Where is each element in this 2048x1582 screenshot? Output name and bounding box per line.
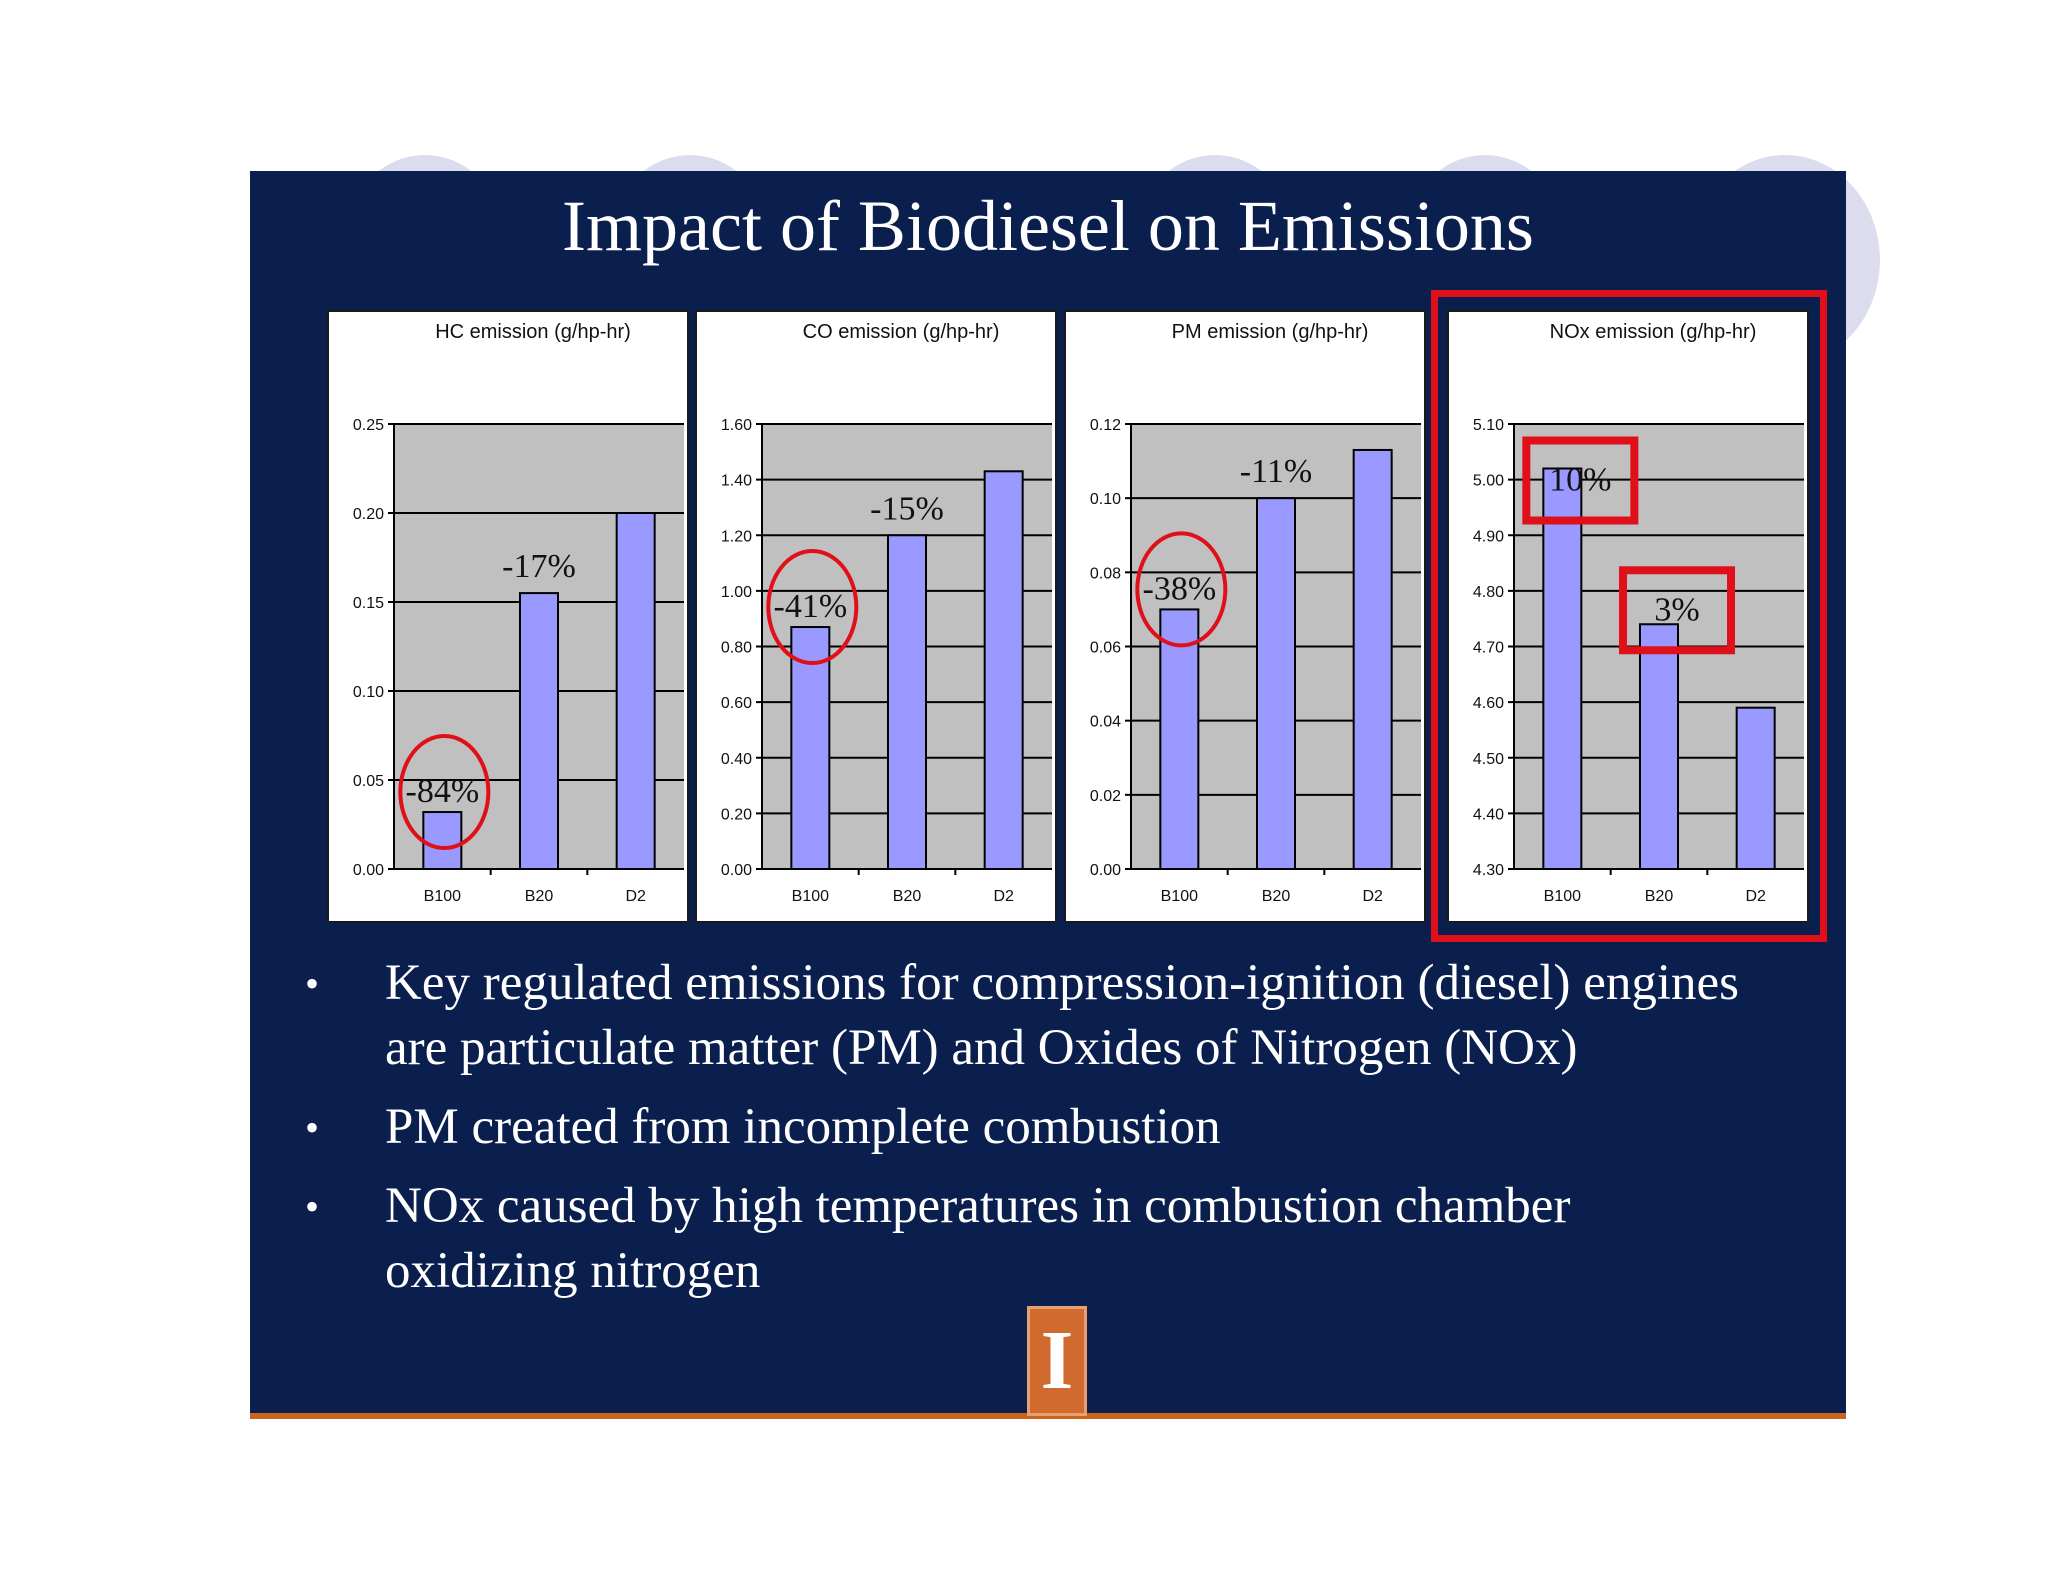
chart-title: NOx emission (g/hp-hr) xyxy=(1550,321,1757,343)
y-tick-label: 1.20 xyxy=(721,528,752,545)
y-tick-label: 0.06 xyxy=(1090,640,1121,657)
footer-line xyxy=(250,1413,1846,1419)
annotation-label: -11% xyxy=(1240,453,1312,490)
bullet-text: PM created from incomplete combustion xyxy=(385,1099,1221,1155)
y-tick-label: 4.30 xyxy=(1473,862,1504,879)
y-tick-label: 1.00 xyxy=(721,584,752,601)
y-tick-label: 5.00 xyxy=(1473,473,1504,490)
annotation-circle xyxy=(398,734,491,851)
y-tick-label: 4.40 xyxy=(1473,806,1504,823)
x-tick-label: B20 xyxy=(1262,888,1291,905)
hc-chart-panel: HC emission (g/hp-hr) 0.00 0.05 0.10 0.15 0.2… xyxy=(327,310,689,923)
y-tick-label: 0.00 xyxy=(1090,862,1121,879)
x-tick-label: B20 xyxy=(1645,888,1674,905)
bar xyxy=(1542,467,1583,870)
slide-title: Impact of Biodiesel on Emissions xyxy=(562,186,1534,266)
y-tick-label: 0.40 xyxy=(721,751,752,768)
y-tick-label: 4.60 xyxy=(1473,695,1504,712)
x-tick-label: D2 xyxy=(625,888,646,905)
y-tick-label: 4.70 xyxy=(1473,640,1504,657)
annotation-label: -38% xyxy=(1143,570,1217,607)
bar xyxy=(422,811,463,871)
y-tick-label: 0.12 xyxy=(1090,417,1121,434)
bar xyxy=(983,470,1024,870)
bar xyxy=(790,626,831,870)
annotation-label: 3% xyxy=(1654,591,1699,628)
bullet-mark: • xyxy=(305,1184,320,1229)
pm-chart: PM emission (g/hp-hr) 0.00 0.02 0.04 0.06 0.0… xyxy=(1090,321,1421,905)
bar xyxy=(887,534,927,870)
annotation-circle xyxy=(766,549,859,666)
y-tick-label: 0.00 xyxy=(721,862,752,879)
bar xyxy=(1639,623,1679,870)
y-tick-label: 0.20 xyxy=(353,506,384,523)
y-tick-label: 4.90 xyxy=(1473,528,1504,545)
bullet-mark: • xyxy=(305,1105,320,1150)
bar xyxy=(1735,706,1776,870)
bar xyxy=(1352,448,1393,870)
y-tick-label: 0.60 xyxy=(721,695,752,712)
y-tick-label: 0.20 xyxy=(721,806,752,823)
x-tick-label: B100 xyxy=(1161,888,1198,905)
x-tick-label: D2 xyxy=(1362,888,1383,905)
y-tick-label: 4.50 xyxy=(1473,751,1504,768)
bar xyxy=(1256,497,1296,871)
co-chart: CO emission (g/hp-hr) 0.00 0.20 0.40 0.60 0.8… xyxy=(721,321,1052,905)
y-tick-label: 1.40 xyxy=(721,473,752,490)
x-tick-label: B100 xyxy=(792,888,829,905)
annotation-label: -84% xyxy=(406,773,480,810)
y-tick-label: 0.25 xyxy=(353,417,384,434)
x-tick-label: B20 xyxy=(893,888,922,905)
x-tick-label: B20 xyxy=(525,888,554,905)
nox-chart: NOx emission (g/hp-hr) 4.30 4.40 4.50 4.60 4.… xyxy=(1473,321,1804,905)
x-tick-label: D2 xyxy=(993,888,1014,905)
y-tick-label: 0.15 xyxy=(353,595,384,612)
y-tick-label: 0.00 xyxy=(353,862,384,879)
chart-title: HC emission (g/hp-hr) xyxy=(435,321,631,343)
logo-letter: I xyxy=(1040,1314,1074,1407)
annotation-label: 10% xyxy=(1549,462,1611,499)
bullet-text: Key regulated emissions for compression-… xyxy=(385,955,1740,1076)
chart-title: PM emission (g/hp-hr) xyxy=(1172,321,1369,343)
slide: Impact of Biodiesel on Emissions HC emis… xyxy=(250,171,1846,1419)
y-tick-label: 0.08 xyxy=(1090,565,1121,582)
co-chart-panel: CO emission (g/hp-hr) 0.00 0.20 0.40 0.60 0.8… xyxy=(695,310,1057,923)
y-tick-label: 0.10 xyxy=(1090,491,1121,508)
y-tick-label: 0.05 xyxy=(353,773,384,790)
bar xyxy=(615,512,656,870)
pm-chart-panel: PM emission (g/hp-hr) 0.00 0.02 0.04 0.06 0.0… xyxy=(1064,310,1426,923)
bullet-item: • PM created from incomplete combustion xyxy=(305,1095,1765,1160)
bar xyxy=(519,592,559,870)
y-tick-label: 1.60 xyxy=(721,417,752,434)
y-tick-label: 4.80 xyxy=(1473,584,1504,601)
y-tick-label: 5.10 xyxy=(1473,417,1504,434)
annotation-label: -15% xyxy=(870,490,944,527)
hc-chart: HC emission (g/hp-hr) 0.00 0.05 0.10 0.15 0.2… xyxy=(353,321,684,905)
bullet-item: • NOx caused by high temperatures in com… xyxy=(305,1174,1765,1304)
bullet-text: NOx caused by high temperatures in combu… xyxy=(385,1178,1571,1299)
annotation-label: -41% xyxy=(774,588,848,625)
x-tick-label: B100 xyxy=(1544,888,1581,905)
bullet-item: • Key regulated emissions for compressio… xyxy=(305,951,1765,1081)
x-tick-label: D2 xyxy=(1745,888,1766,905)
annotation-label: -17% xyxy=(502,548,576,585)
annotation-box xyxy=(1619,566,1735,655)
y-tick-label: 0.02 xyxy=(1090,788,1121,805)
y-tick-label: 0.10 xyxy=(353,684,384,701)
bullet-mark: • xyxy=(305,961,320,1006)
x-tick-label: B100 xyxy=(424,888,461,905)
annotation-box xyxy=(1522,436,1639,525)
annotation-circle xyxy=(1135,531,1228,648)
bullet-list: • Key regulated emissions for compressio… xyxy=(305,951,1765,1318)
nox-chart-panel: NOx emission (g/hp-hr) 4.30 4.40 4.50 4.60 4.… xyxy=(1447,310,1809,923)
university-logo: I xyxy=(1027,1306,1087,1416)
bar xyxy=(1159,608,1200,870)
y-tick-label: 0.04 xyxy=(1090,714,1121,731)
chart-title: CO emission (g/hp-hr) xyxy=(803,321,1000,343)
nox-highlight-box xyxy=(1431,290,1827,942)
y-tick-label: 0.80 xyxy=(721,640,752,657)
